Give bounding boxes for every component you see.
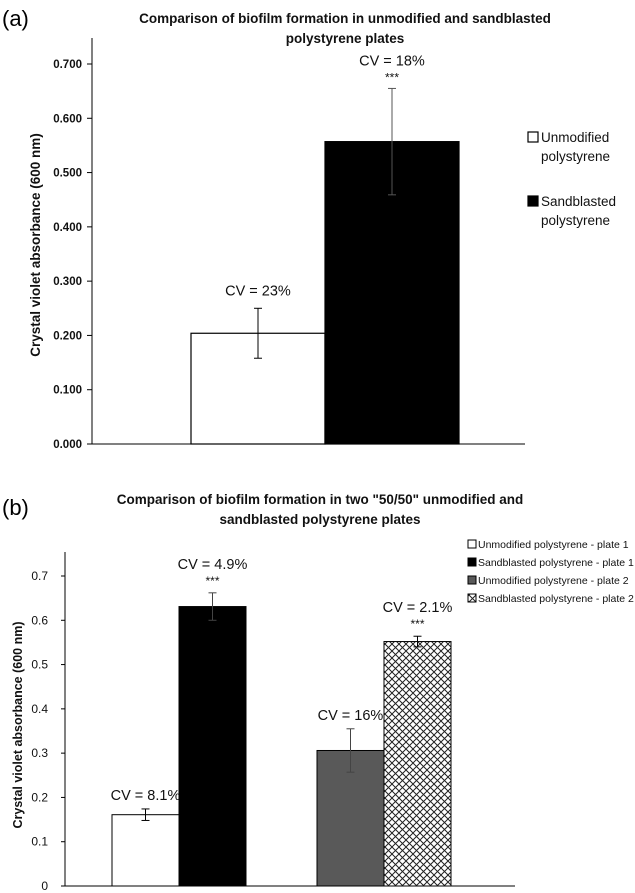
panel-a-y-tick-label: 0.600: [53, 113, 82, 125]
panel-a-y-tick-label: 0.700: [53, 59, 82, 71]
panel-b-bar: [383, 641, 452, 887]
panel-a-label: (a): [2, 6, 29, 31]
panel-a-y-tick-label: 0.300: [53, 276, 82, 288]
panel-b-title-line-2: sandblasted polystyrene plates: [219, 512, 420, 527]
panel-b-cv-label: CV = 2.1%: [383, 600, 453, 616]
panel-b-bar: [178, 606, 247, 887]
panel-b-legend-label: Unmodified polystyrene - plate 2: [478, 575, 629, 587]
panel-b-bar: [111, 814, 180, 887]
panel-b-legend: Unmodified polystyrene - plate 1 Sandblas…: [467, 539, 634, 605]
panel-a-legend-label: Unmodified: [541, 130, 609, 145]
panel-a-y-ticks: 0.000 0.100 0.200 0.300 0.400 0.500 0.600 0.700: [53, 38, 525, 451]
panel-a-legend-label: polystyrene: [541, 213, 610, 228]
panel-b-y-tick-label: 0.3: [31, 746, 48, 760]
panel-b-y-tick-label: 0.5: [31, 658, 48, 672]
panel-b-bars: CV = 8.1%CV = 4.9%***CV = 16%CV = 2.1%**…: [111, 557, 453, 887]
panel-b-cv-label: CV = 8.1%: [111, 788, 181, 804]
panel-a-legend-label: polystyrene: [541, 149, 610, 164]
panel-a-y-tick-label: 0.100: [53, 385, 82, 397]
panel-a-y-tick-label: 0.200: [53, 330, 82, 342]
panel-a-y-tick-label: 0.400: [53, 222, 82, 234]
panel-a-cv-label: CV = 18%: [359, 53, 425, 69]
panel-b-y-axis-label: Crystal violet absorbance (600 nm): [11, 621, 25, 828]
panel-b-legend-label: Unmodified polystyrene - plate 1: [478, 539, 629, 551]
panel-a-cv-label: CV = 23%: [225, 283, 291, 299]
panel-b-legend-label: Sandblasted polystyrene - plate 1: [478, 557, 634, 569]
panel-b-legend-label: Sandblasted polystyrene - plate 2: [478, 593, 634, 605]
panel-a-legend: Unmodified polystyrene Sandblasted polystyr…: [527, 130, 616, 228]
panel-b-y-tick-label: 0.7: [31, 569, 48, 583]
panel-b-y-tick-label: 0.2: [31, 790, 48, 804]
panel-b-y-tick-label: 0.4: [31, 702, 48, 716]
panel-b-legend-swatch: [467, 539, 477, 549]
panel-b-y-tick-label: 0: [41, 879, 48, 893]
panel-a-y-tick-label: 0.500: [53, 168, 82, 180]
chart-panel-a: (a) Comparison of biofilm formation in u…: [2, 6, 616, 451]
panel-b-legend-swatch: [467, 593, 477, 603]
panel-b-bar: [316, 749, 385, 887]
panel-a-legend-swatch: [527, 195, 539, 207]
panel-b-y-tick-label: 0.6: [31, 613, 48, 627]
panel-a-y-tick-label: 0.000: [53, 439, 82, 451]
panel-b-significance-marker: ***: [205, 574, 219, 588]
panel-b-title-line-1: Comparison of biofilm formation in two "…: [117, 492, 524, 507]
panel-a-legend-label: Sandblasted: [541, 194, 616, 209]
panel-a-title-line-2: polystyrene plates: [286, 31, 405, 46]
panel-b-cv-label: CV = 4.9%: [178, 557, 248, 573]
panel-a-bars: CV = 23% CV = 18%***: [190, 53, 460, 445]
panel-a-title-line-1: Comparison of biofilm formation in unmod…: [139, 11, 551, 26]
panel-a-y-axis-label: Crystal violet absorbance (600 nm): [28, 133, 43, 357]
panel-b-y-tick-label: 0.1: [31, 835, 48, 849]
panel-b-cv-label: CV = 16%: [318, 708, 384, 724]
panel-b-significance-marker: ***: [410, 617, 424, 631]
panel-b-label: (b): [2, 495, 29, 520]
chart-panel-b: (b) Comparison of biofilm formation in t…: [2, 492, 634, 893]
panel-a-significance-marker: ***: [385, 70, 399, 84]
panel-a-legend-swatch: [527, 131, 539, 143]
panel-b-legend-swatch: [467, 575, 477, 585]
panel-b-legend-swatch: [467, 557, 477, 567]
